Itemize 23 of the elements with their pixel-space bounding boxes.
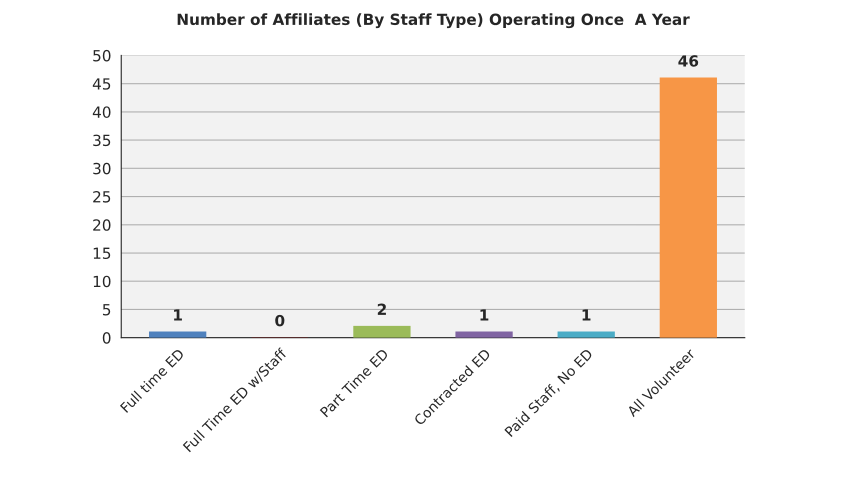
y-tick-label: 25 [93,191,110,203]
data-label: 1 [480,309,488,321]
bar [455,331,513,338]
y-tick-label: 5 [102,304,110,316]
bar [149,331,206,338]
y-tick-label: 50 [93,50,111,62]
data-label: 1 [174,309,182,321]
bar [660,77,717,338]
y-tick-label: 40 [92,106,111,118]
y-tick-label: 30 [93,162,111,174]
chart-title: Number of Affiliates (By Staff Type) Operating Once A Year [178,13,690,28]
y-tick-label: 15 [94,248,110,260]
bar [353,326,411,338]
y-tick-label: 0 [102,332,111,344]
y-tick-label: 45 [92,78,110,90]
data-label: 46 [678,55,698,67]
data-label: 1 [582,309,590,321]
data-label: 2 [378,304,386,315]
y-tick-label: 20 [93,219,111,231]
data-label: 0 [275,314,284,326]
y-tick-label: 35 [93,134,110,146]
y-tick-label: 10 [94,276,111,288]
bar [558,331,615,338]
